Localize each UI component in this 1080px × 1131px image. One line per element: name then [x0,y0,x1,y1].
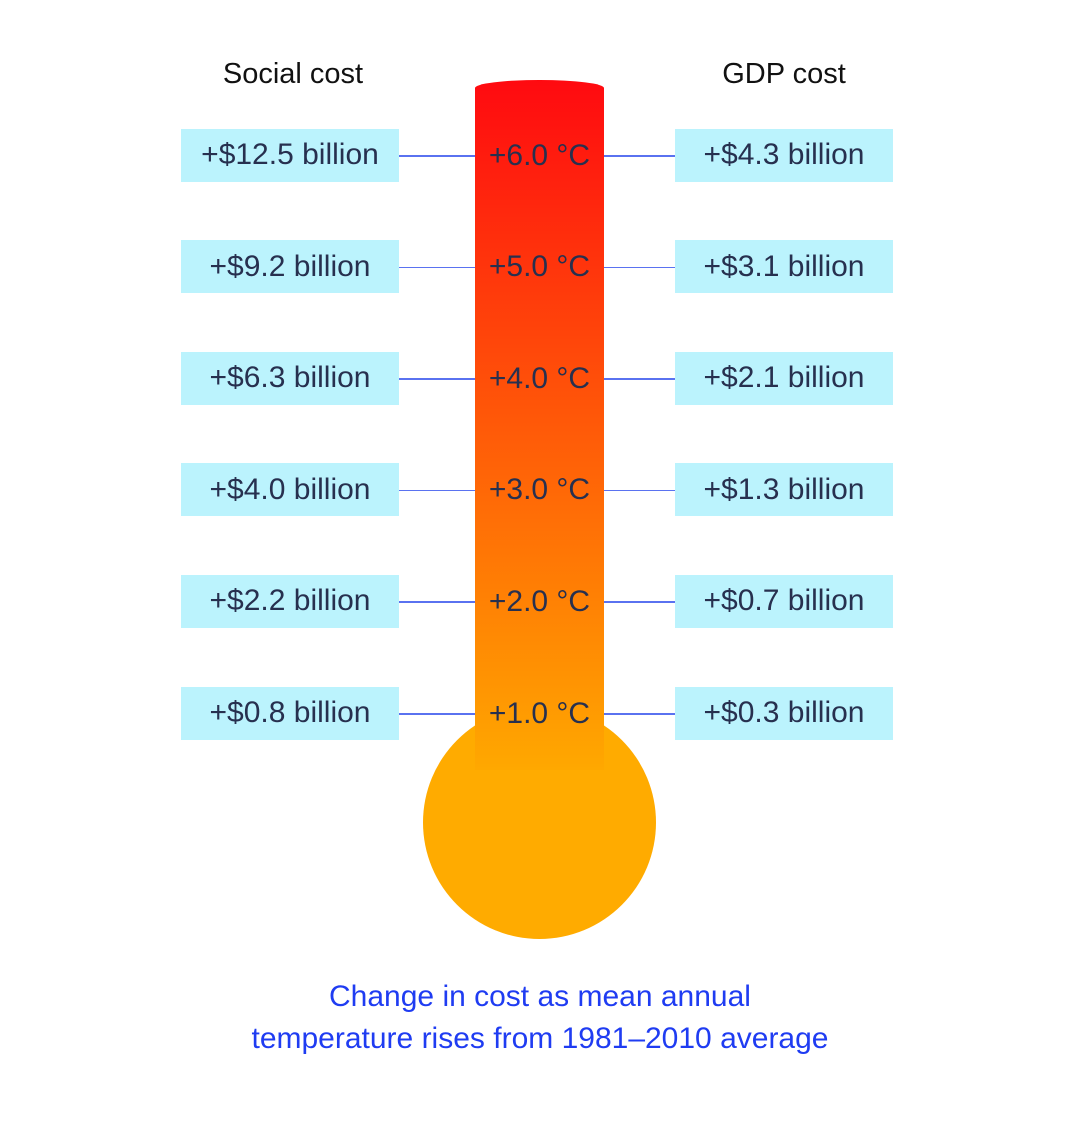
social-cost-value: +$6.3 billion [181,351,399,405]
connector-line-right [604,155,675,157]
connector-line-right [604,378,675,380]
caption-line-1: Change in cost as mean annual [329,980,751,1013]
gdp-cost-header: GDP cost [722,58,846,90]
gdp-cost-value: +$1.3 billion [675,463,893,517]
connector-line-left [399,266,475,269]
temperature-label: +6.0 °C [488,138,591,172]
temperature-label: +2.0 °C [488,584,591,618]
connector-line-left [399,155,475,157]
temperature-label: +1.0 °C [488,696,591,730]
connector-line-right [604,601,675,603]
connector-line-right [604,266,675,269]
connector-line-left [399,601,475,603]
temperature-label: +4.0 °C [488,361,591,395]
connector-line-right [604,489,675,492]
caption-line-2: temperature rises from 1981–2010 average [251,1022,829,1055]
temperature-label: +5.0 °C [488,250,591,284]
gdp-cost-value: +$0.7 billion [675,574,893,628]
gdp-cost-value: +$3.1 billion [675,240,893,294]
social-cost-value: +$4.0 billion [181,463,399,517]
social-cost-value: +$0.8 billion [181,686,399,740]
social-cost-header: Social cost [222,58,364,90]
connector-line-right [604,713,675,715]
thermometer-tube [475,80,604,770]
connector-line-left [399,378,475,380]
social-cost-value: +$2.2 billion [181,574,399,628]
gdp-cost-value: +$2.1 billion [675,351,893,405]
gdp-cost-value: +$0.3 billion [675,686,893,740]
social-cost-value: +$9.2 billion [181,240,399,294]
social-cost-value: +$12.5 billion [181,128,399,182]
connector-line-left [399,489,475,492]
temperature-label: +3.0 °C [488,473,591,507]
connector-line-left [399,713,475,715]
gdp-cost-value: +$4.3 billion [675,128,893,182]
